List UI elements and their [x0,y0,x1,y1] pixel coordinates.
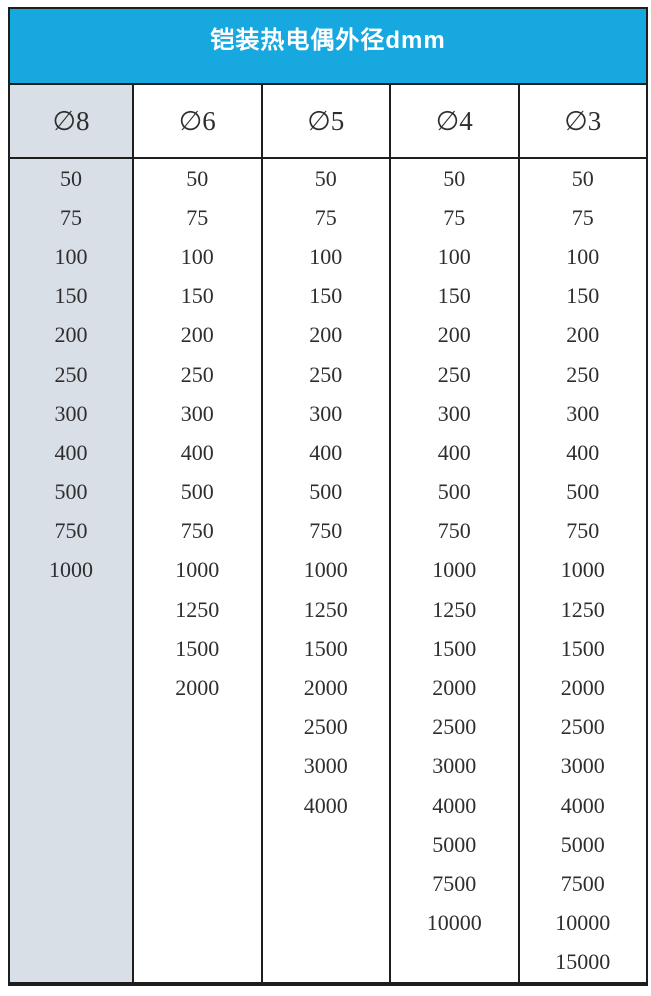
length-value: 1250 [303,596,348,622]
length-value: 75 [314,204,337,230]
thermocouple-diameter-table: 铠装热电偶外径dmm ∅8 ∅6 ∅5 ∅4 ∅3 50 75 100 150 200 250 30… [8,7,648,986]
length-value: 50 [443,165,466,191]
table-column: 50 75 100 150 200 250 300 400 500 750 1000 1250 1500… [389,159,518,982]
table-title-bar: 铠装热电偶外径dmm [10,9,646,85]
length-value: 400 [437,439,471,465]
length-value: 150 [566,283,600,309]
length-value: 1500 [560,635,605,661]
length-value: 750 [180,518,214,544]
length-value: 300 [566,400,600,426]
length-value: 5000 [560,831,605,857]
table-column: 50 75 100 150 200 250 300 400 500 750 1000 1250 1500… [517,159,646,982]
length-value: 2000 [303,675,348,701]
length-value: 75 [186,204,209,230]
column-header: ∅6 [132,85,261,157]
length-value: 3000 [560,753,605,779]
length-value: 50 [314,165,337,191]
length-value: 1000 [303,557,348,583]
length-value: 1000 [49,557,93,583]
length-value: 200 [437,322,471,348]
length-value: 1000 [175,557,220,583]
column-header: ∅5 [260,85,389,157]
length-value: 200 [180,322,214,348]
length-value: 500 [309,479,343,505]
length-value: 15000 [555,949,611,975]
length-value: 500 [54,479,88,505]
length-value: 3000 [303,753,348,779]
length-value: 150 [54,283,88,309]
length-value: 750 [437,518,471,544]
column-header: ∅3 [517,85,646,157]
length-value: 75 [443,204,466,230]
length-value: 300 [309,400,343,426]
length-value: 2500 [432,714,477,740]
length-value: 400 [566,439,600,465]
length-value: 400 [309,439,343,465]
length-value: 4000 [432,792,477,818]
length-value: 50 [186,165,209,191]
table-title: 铠装热电偶外径dmm [210,27,446,54]
length-value: 2500 [303,714,348,740]
length-value: 10000 [426,910,482,936]
length-value: 2000 [175,675,220,701]
length-value: 300 [180,400,214,426]
length-value: 300 [437,400,471,426]
length-value: 500 [180,479,214,505]
length-value: 100 [437,243,471,269]
table-column: 50 75 100 150 200 250 300 400 500 750 1000 [10,159,132,982]
length-value: 400 [54,439,88,465]
length-value: 250 [180,361,214,387]
table-column: 50 75 100 150 200 250 300 400 500 750 1000 1250 1500… [260,159,389,982]
length-value: 2000 [560,675,605,701]
length-value: 5000 [432,831,477,857]
length-value: 3000 [432,753,477,779]
length-value: 500 [437,479,471,505]
length-value: 100 [309,243,343,269]
length-value: 1500 [175,635,220,661]
length-value: 1500 [303,635,348,661]
length-value: 400 [180,439,214,465]
table-column: 50 75 100 150 200 250 300 400 500 750 1000 1250 1500… [132,159,261,982]
length-value: 200 [309,322,343,348]
length-value: 750 [309,518,343,544]
length-value: 500 [566,479,600,505]
length-value: 1250 [560,596,605,622]
column-header: ∅8 [10,85,132,157]
length-value: 150 [180,283,214,309]
length-value: 1000 [560,557,605,583]
length-value: 50 [571,165,594,191]
length-value: 1250 [175,596,220,622]
length-value: 100 [180,243,214,269]
length-value: 10000 [555,910,611,936]
length-value: 750 [54,518,88,544]
length-value: 50 [60,165,82,191]
length-value: 300 [54,400,88,426]
length-value: 7500 [432,870,477,896]
length-value: 750 [566,518,600,544]
length-value: 1000 [432,557,477,583]
length-value: 250 [54,361,88,387]
length-value: 75 [571,204,594,230]
length-value: 1250 [432,596,477,622]
length-value: 100 [566,243,600,269]
table-header-row: ∅8 ∅6 ∅5 ∅4 ∅3 [10,85,646,159]
length-value: 4000 [560,792,605,818]
length-value: 2000 [432,675,477,701]
length-value: 250 [566,361,600,387]
length-value: 250 [437,361,471,387]
length-value: 75 [60,204,82,230]
length-value: 150 [309,283,343,309]
length-value: 150 [437,283,471,309]
column-header: ∅4 [389,85,518,157]
length-value: 4000 [303,792,348,818]
length-value: 7500 [560,870,605,896]
length-value: 200 [54,322,88,348]
length-value: 200 [566,322,600,348]
length-value: 2500 [560,714,605,740]
length-value: 1500 [432,635,477,661]
length-value: 250 [309,361,343,387]
length-value: 100 [54,243,88,269]
table-body: 50 75 100 150 200 250 300 400 500 750 1000 50 75 100 1… [10,159,646,982]
